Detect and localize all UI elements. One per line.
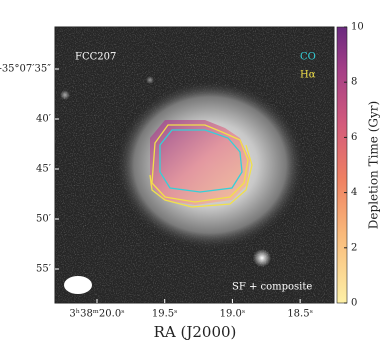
colorbar (336, 26, 348, 304)
y-tick-label: -35°07′35″ (0, 64, 51, 75)
co-label: CO (300, 52, 316, 63)
colorbar-tick-label: 0 (351, 298, 357, 309)
colorbar-tick-label: 6 (351, 132, 357, 143)
y-tick-label: 50′ (36, 214, 52, 225)
colorbar-tick-label: 2 (351, 242, 357, 253)
class-label: SF + composite (232, 282, 312, 293)
colorbar-label: Depletion Time (Gyr) (367, 101, 381, 229)
halpha-label: Hα (300, 70, 316, 81)
x-tick-label: 19.0ˢ (220, 309, 246, 320)
x-axis-label: RA (J2000) (154, 323, 237, 341)
object-label: FCC207 (75, 52, 116, 63)
image (55, 27, 334, 303)
y-tick-label: 45′ (36, 164, 52, 175)
x-tick-label: 18.5ˢ (287, 309, 313, 320)
colorbar-tick-label: 8 (351, 77, 357, 88)
colorbar-tick-label: 4 (351, 187, 357, 198)
x-tick-label: 19.5ˢ (152, 309, 178, 320)
y-tick-label: 55′ (36, 264, 52, 275)
colorbar-tick-label: 10 (351, 22, 364, 33)
frame (54, 26, 335, 304)
x-tick-label: 3ʰ38ᵐ20.0ˢ (69, 309, 124, 320)
y-tick-label: 40′ (36, 114, 52, 125)
